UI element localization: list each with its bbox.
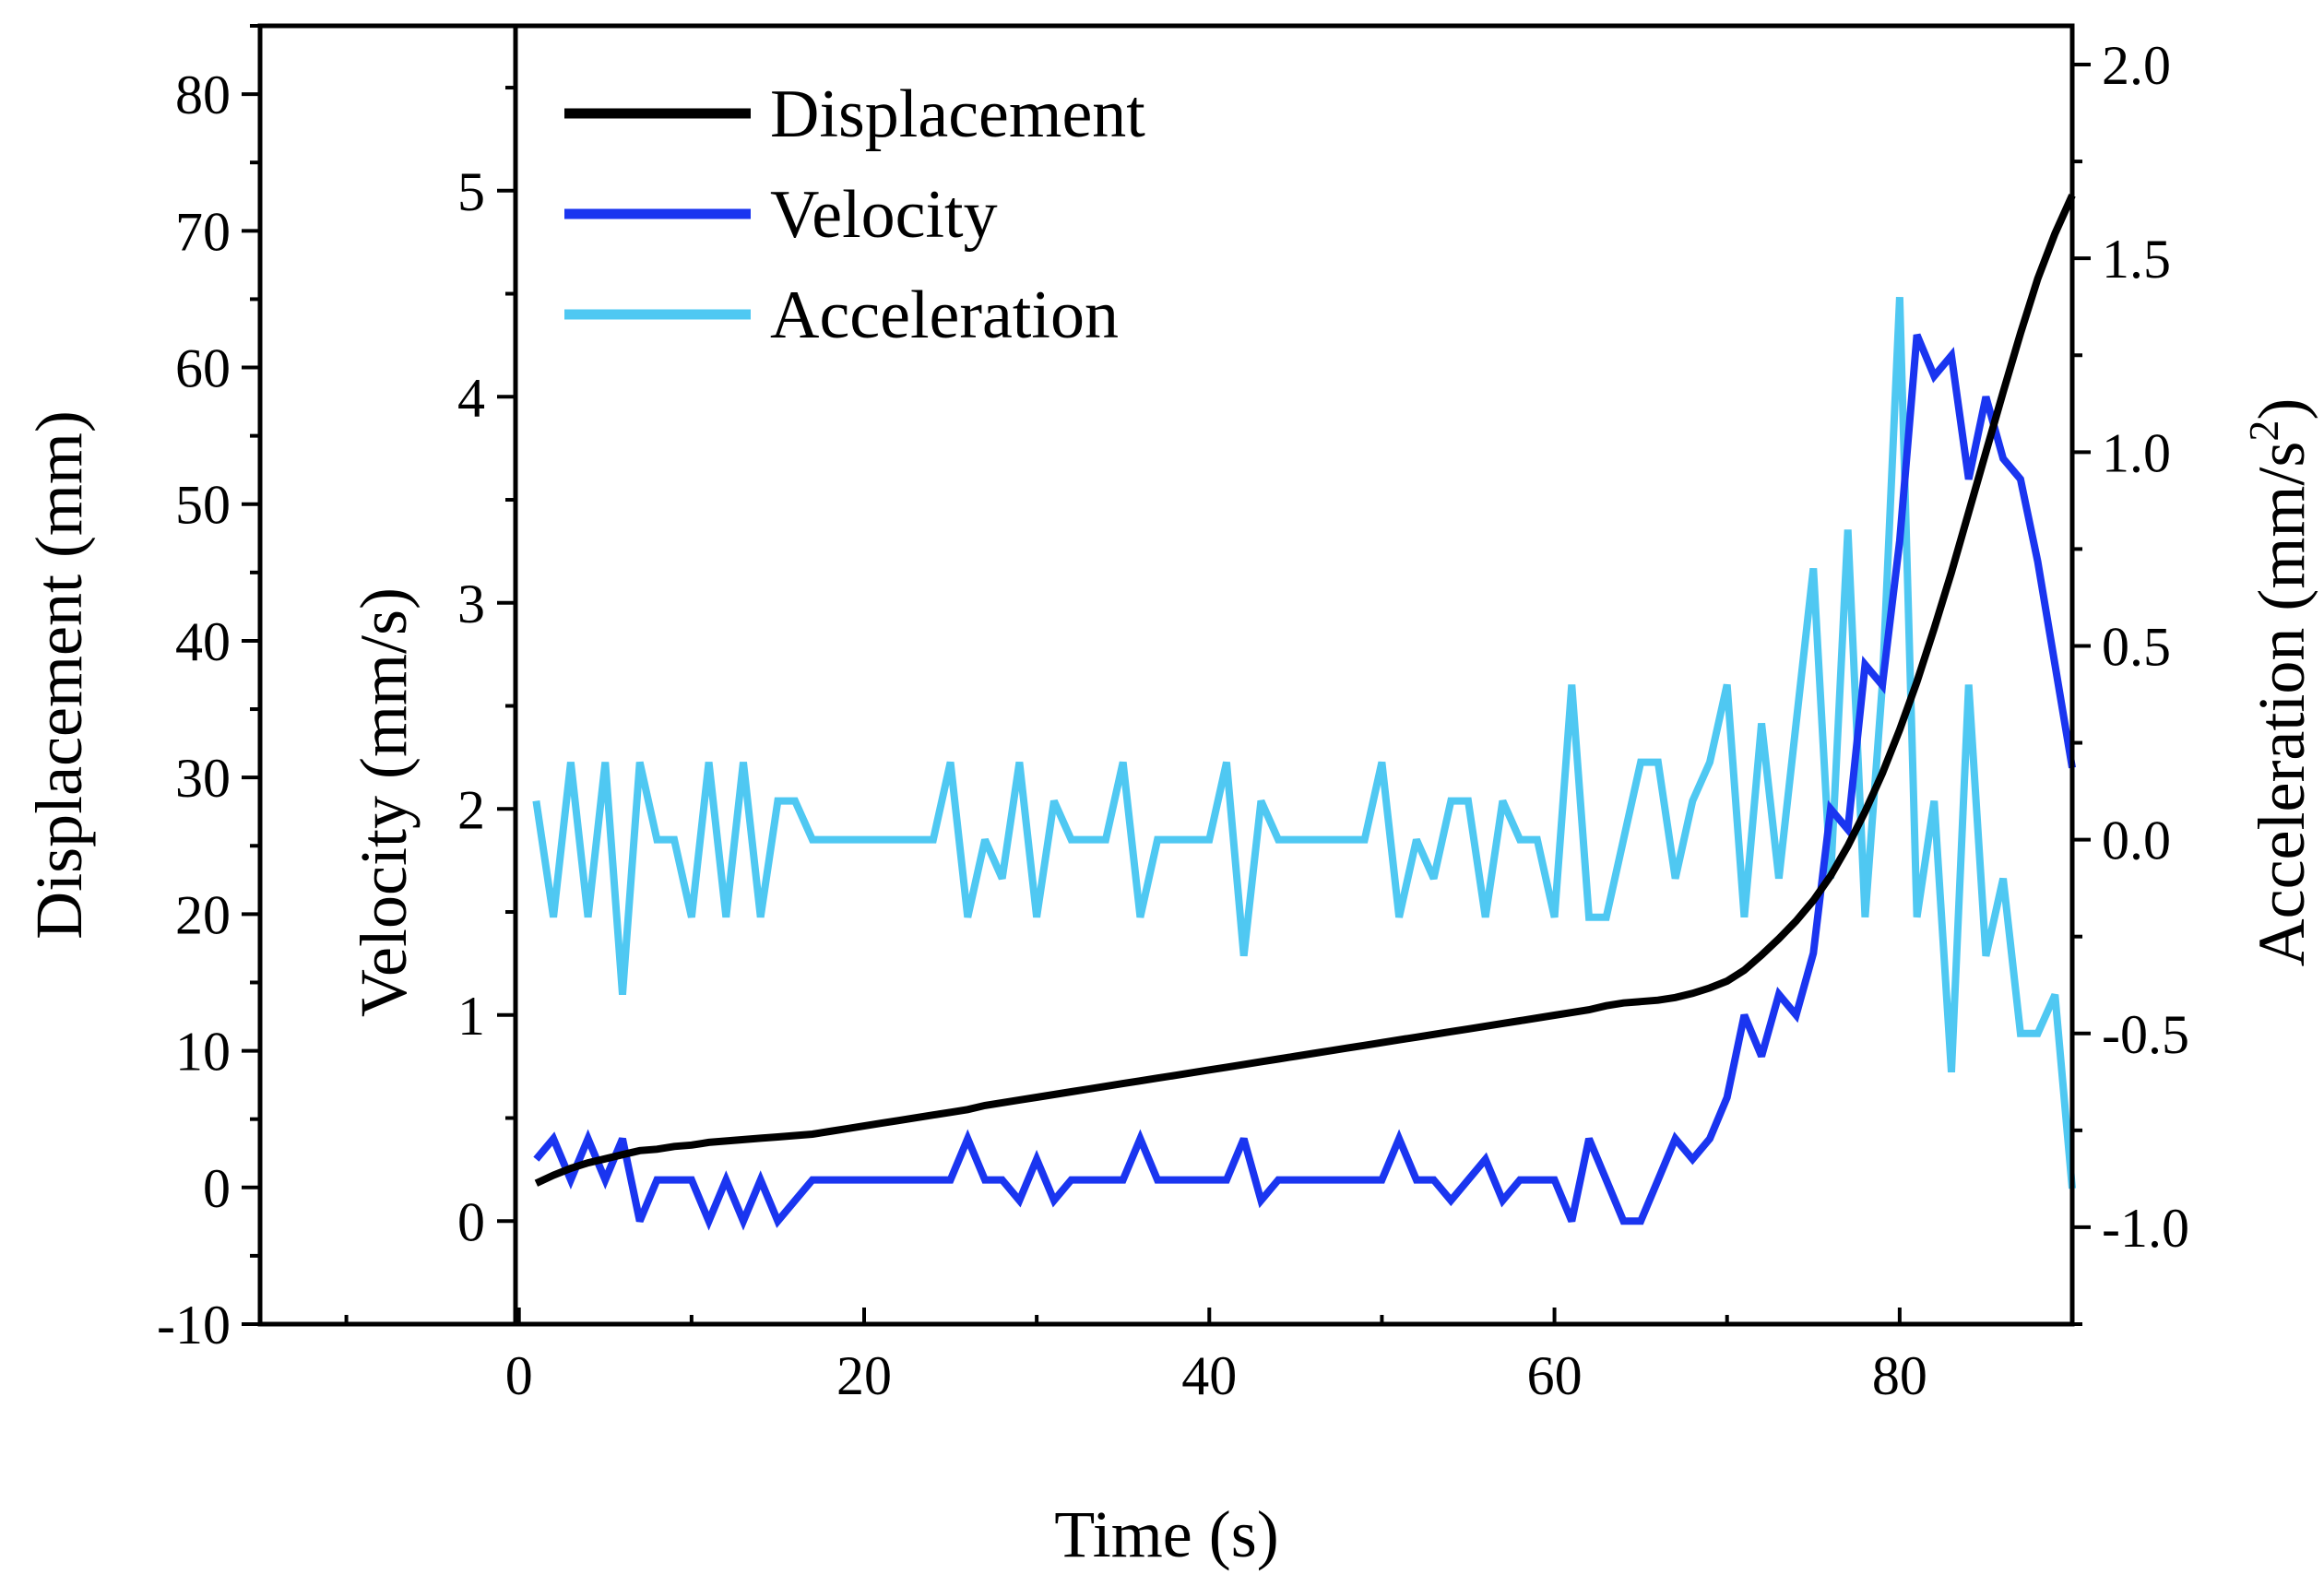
ticks-layer (242, 24, 2091, 1326)
velocity-tick-label: 0 (457, 1191, 485, 1252)
x-tick-label: 40 (1181, 1345, 1237, 1406)
acceleration-axis-title-main: Acceleration (mm/s (2245, 442, 2318, 967)
series-layer (532, 194, 2076, 1231)
displacement-tick-label: 20 (175, 884, 231, 945)
series-line-acceleration (532, 297, 2076, 1190)
acceleration-tick-label: -0.5 (2102, 1004, 2189, 1065)
series-line-displacement (534, 194, 2076, 1187)
x-tick-label: 60 (1527, 1345, 1583, 1406)
acceleration-axis-title-end: ) (2245, 398, 2318, 420)
velocity-axis-title: Velocity (mm/s) (347, 587, 421, 1017)
legend-label-velocity: Velocity (770, 177, 998, 253)
displacement-tick-label: 40 (175, 611, 231, 672)
displacement-tick-label: 10 (175, 1022, 231, 1083)
displacement-tick-label: 60 (175, 338, 231, 399)
displacement-tick-label: 50 (175, 475, 231, 536)
velocity-tick-label: 3 (457, 574, 485, 634)
acceleration-tick-label: -1.0 (2102, 1198, 2189, 1259)
acceleration-axis-title-superscript: 2 (2240, 420, 2287, 442)
displacement-tick-label: 0 (203, 1158, 231, 1219)
labels-layer: 0 20 40 60 80 -10 0 10 20 30 40 50 60 70 80 0 1 2 3 4 5 -1.0 -… (157, 35, 2189, 1406)
velocity-tick-label: 2 (457, 779, 485, 840)
displacement-tick-label: -10 (157, 1295, 231, 1355)
displacement-axis-title: Displacement (mm) (22, 410, 96, 940)
acceleration-tick-label: 1.0 (2102, 422, 2171, 483)
x-tick-label: 80 (1872, 1345, 1927, 1406)
series-line-velocity (533, 333, 2076, 1231)
displacement-tick-label: 70 (175, 201, 231, 262)
velocity-tick-label: 4 (457, 367, 485, 428)
legend-label-displacement: Displacement (770, 77, 1145, 152)
plot-frame (257, 23, 2075, 1327)
velocity-tick-label: 5 (457, 161, 485, 222)
legend-label-acceleration: Acceleration (770, 278, 1119, 353)
x-axis-title: Time (s) (1054, 1497, 1278, 1571)
velocity-tick-label: 1 (457, 986, 485, 1047)
x-tick-label: 20 (836, 1345, 892, 1406)
axes-layer (257, 23, 2075, 1327)
acceleration-tick-label: 1.5 (2102, 229, 2171, 290)
x-tick-label: 0 (505, 1345, 533, 1406)
acceleration-tick-label: 2.0 (2102, 35, 2171, 96)
acceleration-tick-label: 0.0 (2102, 811, 2171, 871)
acceleration-axis-title: Acceleration (mm/s2) (2240, 398, 2318, 967)
acceleration-tick-label: 0.5 (2102, 616, 2171, 677)
displacement-tick-label: 80 (175, 65, 231, 125)
displacement-tick-label: 30 (175, 748, 231, 809)
legend: Displacement Velocity Acceleration (564, 77, 1145, 353)
